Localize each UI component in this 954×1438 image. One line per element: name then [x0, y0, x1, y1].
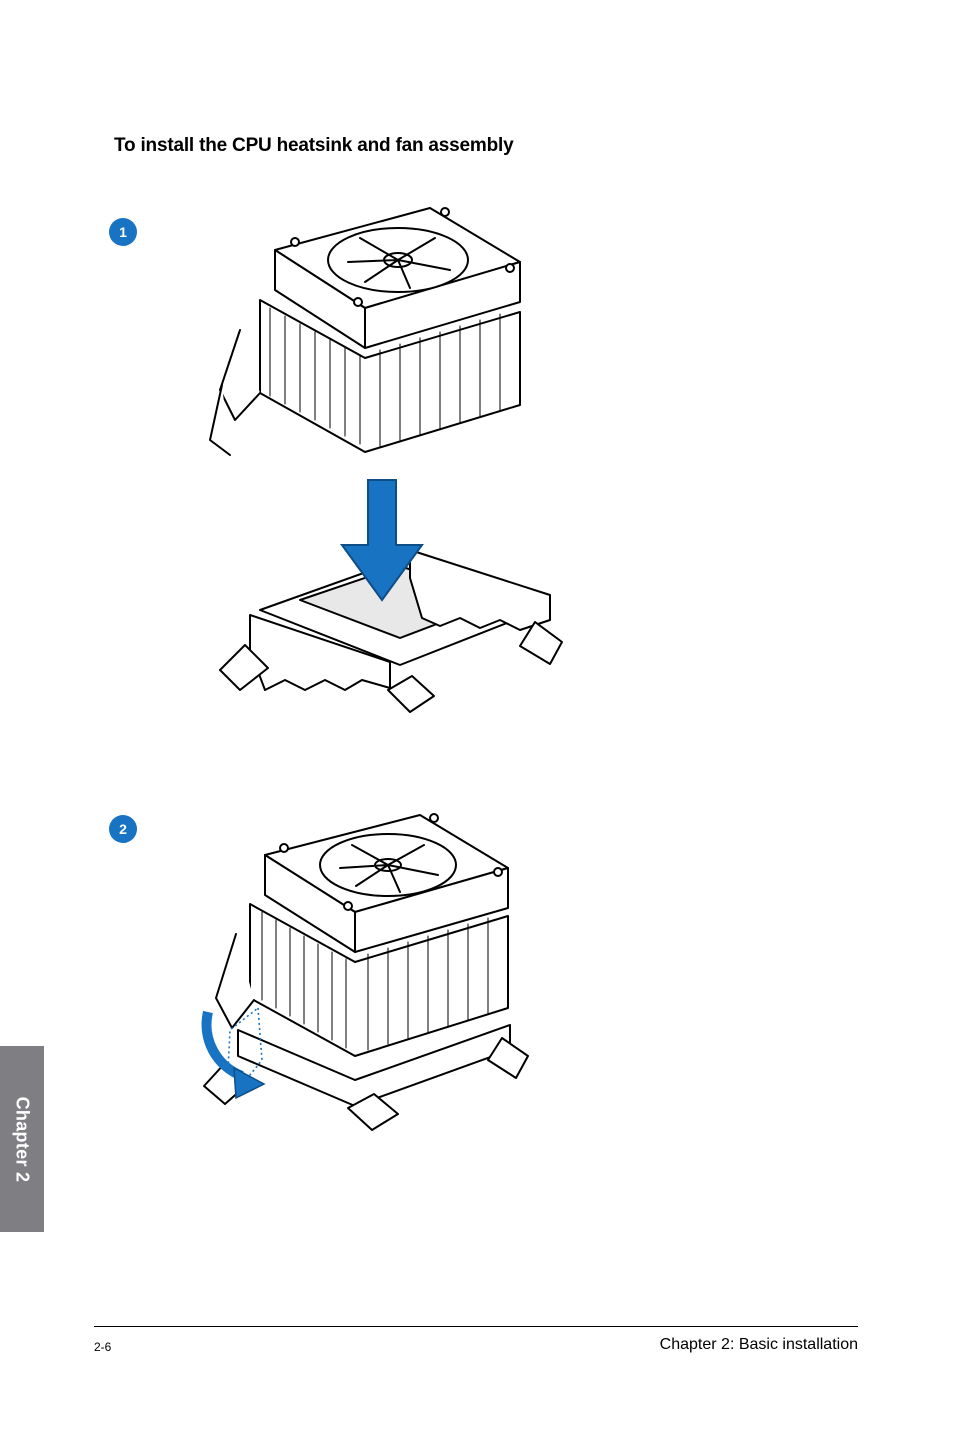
heatsink-lock-icon	[150, 800, 570, 1180]
page-number: 2-6	[94, 1340, 111, 1354]
step-badge-1: 1	[109, 218, 137, 246]
figure-step-1	[150, 190, 590, 760]
figure-step-2	[150, 800, 570, 1180]
step-badge-2: 2	[109, 815, 137, 843]
page-heading: To install the CPU heatsink and fan asse…	[114, 135, 513, 157]
chapter-tab: Chapter 2	[0, 1046, 44, 1232]
chapter-tab-label: Chapter 2	[12, 1096, 33, 1182]
step-number-1: 1	[119, 224, 127, 240]
manual-page: To install the CPU heatsink and fan asse…	[0, 0, 954, 1438]
footer-chapter-title: Chapter 2: Basic installation	[660, 1336, 858, 1354]
step-number-2: 2	[119, 821, 127, 837]
footer-rule	[94, 1326, 858, 1327]
heatsink-install-icon	[150, 190, 590, 760]
